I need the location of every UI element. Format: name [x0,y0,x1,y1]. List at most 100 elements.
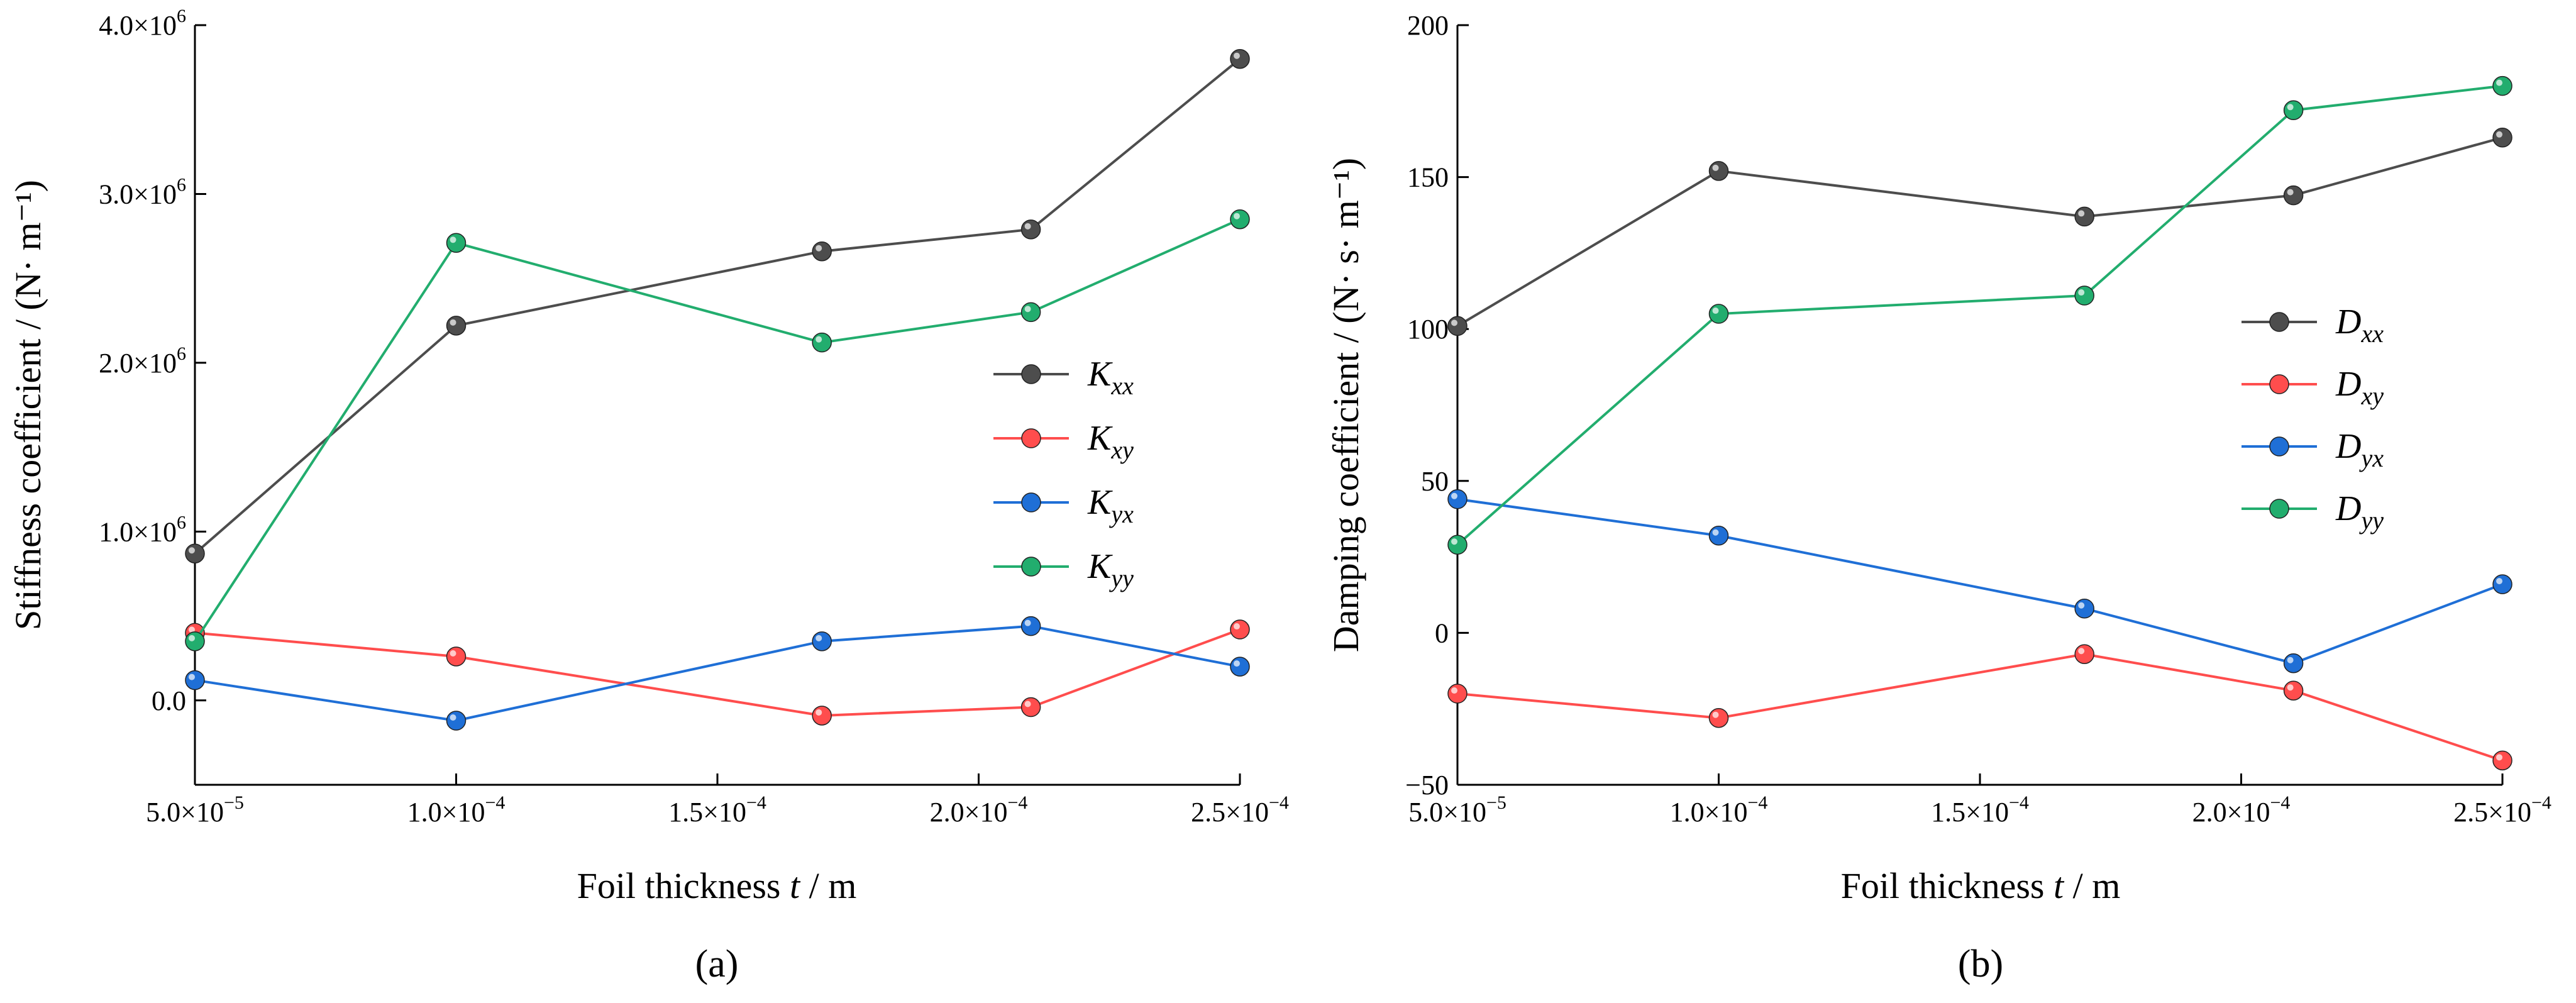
data-point-dyx[interactable] [2492,574,2512,594]
marker-highlight [450,650,456,657]
data-point-kxx[interactable] [1230,48,1250,69]
x-axis-title: Foil thickness t / m [1841,865,2121,906]
y-tick-mantissa: 1.0×10 [99,516,177,547]
data-point-kyx[interactable] [1020,616,1041,636]
data-point-dxy[interactable] [2283,680,2304,701]
y-tick-label: 100 [1407,314,1449,345]
legend-label-kxx: Kxx [1087,355,1134,400]
legend-marker-kyx [1021,492,1041,513]
marker-highlight [815,336,822,343]
data-point-kyy[interactable] [185,631,205,651]
y-axis-title-text: Damping coefficient / (N· s· m⁻¹) [1325,158,1366,652]
x-tick-exponent: −4 [1269,792,1289,813]
legend-label-sub: xy [1110,436,1134,464]
marker-highlight [450,714,456,721]
data-point-dxy[interactable] [2074,644,2094,664]
legend-marker-kxx [1021,364,1041,384]
data-point-dyy[interactable] [2492,75,2512,96]
legend-marker-dxx [2269,312,2289,332]
data-point-dxx[interactable] [2492,128,2512,148]
marker-highlight [1712,164,1719,171]
data-point-kxx[interactable] [812,241,832,262]
marker-highlight [189,673,195,680]
data-point-kyx[interactable] [185,670,205,690]
data-point-kxx[interactable] [446,316,467,336]
data-point-kyx[interactable] [446,711,467,731]
series-line-kxx [194,58,1241,555]
marker-highlight [1451,319,1457,326]
x-axis-title: Foil thickness t / m [577,865,857,906]
marker-highlight [189,634,195,641]
x-tick-label: 2.5×10−4 [1191,792,1289,828]
legend-label-sub: yx [2358,444,2384,472]
data-point-kxx[interactable] [185,543,205,563]
data-point-dyy[interactable] [2283,100,2304,121]
data-point-kyx[interactable] [1230,657,1250,677]
marker-highlight [2078,210,2085,217]
x-axis-title-prefix: Foil thickness [1841,865,2054,906]
legend-label-main: D [2335,365,2361,404]
legend-marker-dxy [2269,374,2289,394]
legend-marker-kyy [1021,557,1041,577]
marker-highlight [2078,648,2085,655]
data-point-kxy[interactable] [1230,619,1250,640]
data-point-kyy[interactable] [446,233,467,253]
marker-highlight [1024,306,1031,313]
data-point-dyy[interactable] [2074,285,2094,306]
data-point-dxx[interactable] [1447,316,1468,336]
x-tick-mantissa: 1.5×10 [1931,797,2009,828]
data-point-dyx[interactable] [1708,526,1729,546]
marker-highlight [1451,538,1457,545]
data-point-kyy[interactable] [812,332,832,353]
x-tick-label: 1.5×10−4 [1931,792,2029,828]
data-point-kyx[interactable] [812,631,832,651]
data-point-dxx[interactable] [2283,185,2304,206]
marker-highlight [2078,289,2085,296]
data-point-dxx[interactable] [2074,206,2094,227]
x-tick-mantissa: 1.5×10 [668,797,746,828]
y-tick-mantissa: 2.0×10 [99,348,177,379]
data-point-dyx[interactable] [1447,489,1468,509]
legend-marker-dyy [2269,499,2289,519]
marker-highlight [2496,754,2502,761]
legend-label-kyy: Kyy [1087,547,1134,592]
legend-label-main: K [1087,547,1113,586]
data-point-kxy[interactable] [812,706,832,726]
data-point-kyy[interactable] [1020,302,1041,323]
panel-label-text: (b) [1958,943,2003,985]
legend-label-main: K [1087,483,1113,522]
y-tick-mantissa: 0.0 [152,685,186,716]
legend-label-sub: xx [1110,372,1134,400]
data-point-dyx[interactable] [2074,598,2094,619]
legend-label-sub: yy [2358,506,2384,535]
data-point-kxy[interactable] [1020,697,1041,718]
data-point-dxy[interactable] [1447,684,1468,704]
x-tick-exponent: −4 [1747,792,1767,813]
panel-label: (b) [1958,943,2003,985]
data-point-dyy[interactable] [1447,535,1468,555]
data-point-kxy[interactable] [446,646,467,667]
y-tick-label: 0 [1435,618,1449,648]
marker-highlight [1712,711,1719,718]
data-point-dyy[interactable] [1708,304,1729,324]
data-point-dxy[interactable] [1708,707,1729,728]
marker-highlight [189,547,195,554]
data-point-dxx[interactable] [1708,161,1729,181]
y-tick-label: 50 [1421,466,1449,497]
y-tick-exponent: 6 [177,343,186,364]
marker-highlight [1234,213,1240,219]
x-tick-exponent: −4 [1007,792,1027,813]
y-axis-title-text: Stiffness coefficient / (N· m⁻¹) [8,180,48,630]
marker-highlight [1234,623,1240,630]
x-tick-exponent: −4 [746,792,766,813]
data-point-dxy[interactable] [2492,750,2512,771]
legend-label-dxx: Dxx [2335,302,2384,348]
data-point-kyy[interactable] [1230,209,1250,230]
data-point-dyx[interactable] [2283,653,2304,673]
legend-label-dyx: Dyx [2335,427,2384,472]
x-axis-title-var: t [790,865,801,906]
marker-highlight [2287,657,2294,663]
legend-label-kyx: Kyx [1087,483,1134,528]
data-point-kxx[interactable] [1020,219,1041,240]
